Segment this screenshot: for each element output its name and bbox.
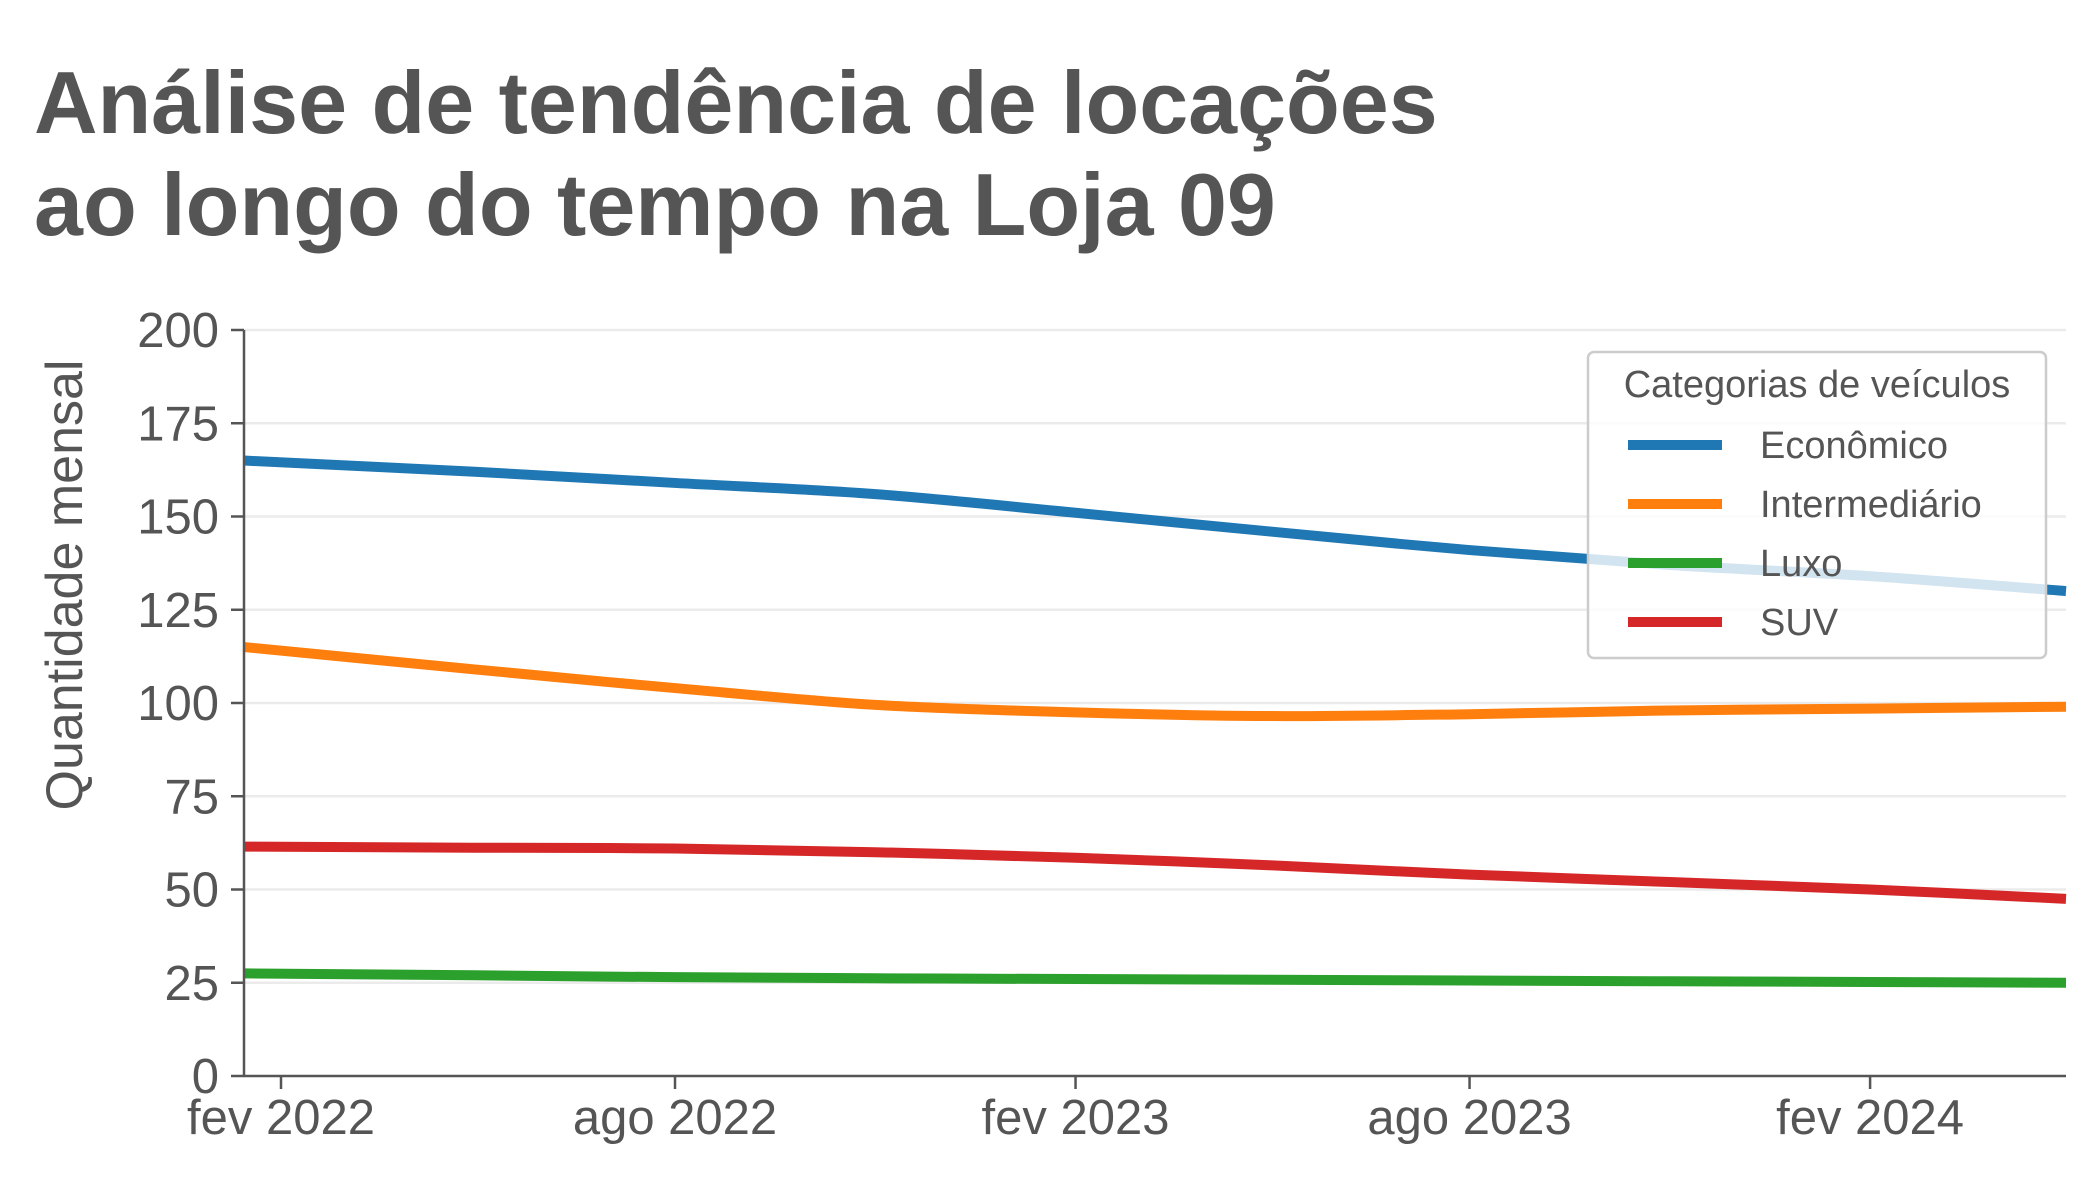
legend-entry: Econômico xyxy=(1760,425,1948,467)
series-line-intermediario xyxy=(243,642,2067,722)
chart-title-line-2: ao longo do tempo na Loja 09 xyxy=(34,155,1276,254)
legend-items: Econômico Intermediário Luxo SUV xyxy=(1628,425,1982,644)
x-ticks: fev 2022 ago 2022 fev 2023 ago 2023 fev 2024 xyxy=(187,1076,1964,1145)
series-line-suv xyxy=(243,841,2067,904)
y-tick-label: 75 xyxy=(164,770,219,824)
series-line-luxo xyxy=(243,968,2067,988)
chart-title: Análise de tendência de locações ao long… xyxy=(34,52,1438,256)
y-ticks: 0 25 50 75 100 125 150 175 200 xyxy=(137,304,244,1104)
y-tick-label: 200 xyxy=(137,304,219,358)
y-tick-label: 0 xyxy=(192,1050,219,1104)
y-tick-label: 50 xyxy=(164,864,219,918)
y-tick-label: 100 xyxy=(137,677,219,731)
y-tick-label: 150 xyxy=(137,491,219,545)
x-tick-label: fev 2022 xyxy=(187,1091,375,1145)
x-tick-label: fev 2024 xyxy=(1776,1091,1964,1145)
legend-box xyxy=(1586,350,2048,660)
x-tick-label: fev 2023 xyxy=(982,1091,1170,1145)
legend-entry: SUV xyxy=(1760,602,1839,644)
chart-title-line-1: Análise de tendência de locações xyxy=(34,53,1438,152)
legend-entry: Intermediário xyxy=(1760,484,1982,526)
legend: Categorias de veículos Econômico Intermed… xyxy=(1586,350,2048,660)
x-tick-label: ago 2023 xyxy=(1367,1091,1571,1145)
x-tick-label: ago 2022 xyxy=(573,1091,777,1145)
y-tick-label: 125 xyxy=(137,584,219,638)
y-tick-label: 25 xyxy=(164,957,219,1011)
legend-title: Categorias de veículos xyxy=(1624,364,2011,406)
y-tick-label: 175 xyxy=(137,397,219,451)
y-axis-label: Quantidade mensal xyxy=(36,360,94,811)
legend-entry: Luxo xyxy=(1760,543,1842,585)
